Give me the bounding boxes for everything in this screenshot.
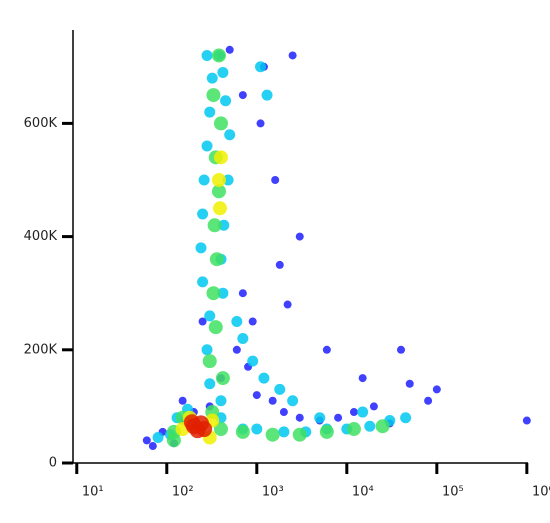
point [198,174,210,186]
point [208,320,223,335]
point [196,421,213,438]
point [319,424,334,439]
point [322,345,331,354]
point [247,355,259,367]
point [232,345,241,354]
point [252,391,261,400]
x-tick-label: 10¹ [82,485,104,500]
point [195,242,207,254]
point [178,396,187,405]
point [211,184,226,199]
point [295,413,304,422]
point [217,287,229,299]
point [211,48,226,63]
point [369,402,378,411]
point [198,317,207,326]
point [397,345,406,354]
point [279,408,288,417]
point [206,72,218,84]
point [209,252,224,267]
point [258,372,270,384]
point [238,289,247,298]
point [215,371,230,386]
y-tick-label: 600K [24,116,58,131]
point [238,91,247,100]
point [225,45,234,54]
point [251,423,263,435]
point [206,88,221,103]
point [206,286,221,301]
point [288,51,297,60]
point [202,354,217,369]
x-tick-label: 10⁴ [352,485,374,500]
point [255,61,267,73]
point [237,332,249,344]
point [201,49,213,61]
point [271,175,280,184]
point [274,383,286,395]
x-tick-label: 10⁵ [442,485,464,500]
point [405,379,414,388]
point [197,208,209,220]
point [235,424,250,439]
point [197,276,209,288]
point [215,395,227,407]
point [256,119,265,128]
point [357,406,369,418]
point [424,396,433,405]
point [212,201,227,216]
point [183,414,200,431]
point [292,427,307,442]
point [265,427,280,442]
point [217,66,229,78]
x-tick-label: 10² [172,485,194,500]
point [283,300,292,309]
point [207,218,222,233]
point [248,317,257,326]
point [204,106,216,118]
point [152,432,164,444]
point [432,385,441,394]
point [314,412,326,424]
y-tick-label: 200K [24,342,58,357]
point [522,416,531,425]
point [213,422,228,437]
point [148,442,157,451]
point [211,172,226,187]
point [231,315,243,327]
point [142,436,151,445]
point [224,129,236,141]
point [358,374,367,383]
point [268,396,277,405]
point [287,395,299,407]
point [261,89,273,101]
point [166,433,181,448]
point [278,426,290,438]
point [275,260,284,269]
point [295,232,304,241]
x-tick-label: 10⁶ [532,485,550,500]
point [213,150,228,165]
point [201,344,213,356]
point [364,420,376,432]
y-tick-label: 400K [24,229,58,244]
point [400,412,412,424]
y-tick-label: 0 [49,456,57,471]
point [204,310,216,322]
point [204,378,216,390]
point [213,116,228,131]
x-tick-label: 10³ [262,485,284,500]
point [334,413,343,422]
point [349,408,358,417]
point [375,419,390,434]
point [201,140,213,152]
point [220,95,232,107]
point [346,422,361,437]
